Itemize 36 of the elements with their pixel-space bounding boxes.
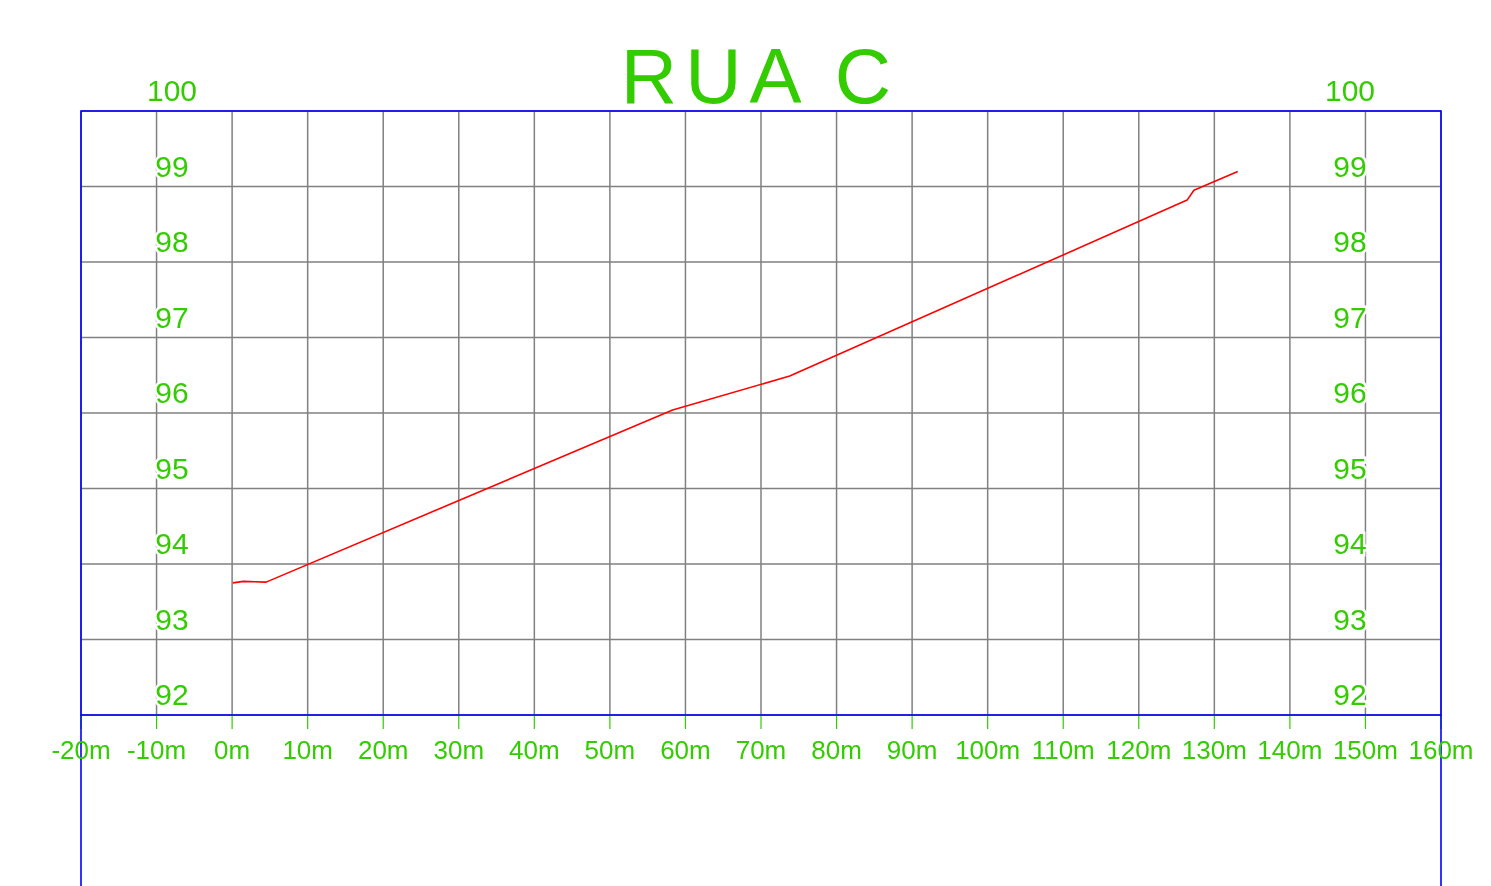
x-tick-label: -10m: [126, 735, 187, 765]
x-tick-label: 70m: [735, 735, 787, 765]
y2-tick-label: 92: [1333, 678, 1367, 711]
x-tick-label: 20m: [357, 735, 409, 765]
x-tick-label: 0m: [214, 735, 251, 765]
x-tick-label: 30m: [433, 735, 485, 765]
y-tick-label: 94: [155, 527, 189, 560]
y-tick-label: 100: [146, 74, 198, 107]
x-tick-label: 60m: [660, 735, 711, 765]
y2-tick-label: 100: [1324, 74, 1376, 107]
y-tick-label: 96: [155, 376, 189, 409]
y-tick-label: 93: [155, 602, 189, 636]
y2-tick-label: 97: [1333, 300, 1367, 334]
x-tick-label: 110m: [1031, 735, 1095, 765]
x-tick-label: 140m: [1257, 735, 1323, 765]
y2-tick-label: 98: [1333, 225, 1367, 258]
y-tick-label: 95: [155, 451, 189, 485]
y2-tick-label: 99: [1333, 149, 1367, 183]
x-tick-label: 40m: [509, 735, 560, 765]
y-tick-label: 92: [155, 678, 189, 711]
y-tick-label: 97: [155, 300, 189, 334]
x-tick-label: 90m: [886, 735, 938, 765]
y-tick-label: 98: [155, 225, 189, 258]
x-tick-label: 130m: [1181, 735, 1247, 765]
x-tick-label: 50m: [584, 735, 636, 765]
y2-tick-label: 94: [1333, 527, 1367, 560]
x-tick-label: 100m: [955, 735, 1021, 765]
x-tick-label: 10m: [282, 735, 333, 765]
x-tick-label: 120m: [1106, 735, 1172, 765]
y2-tick-label: 95: [1333, 451, 1367, 485]
chart-title: RUA C: [620, 32, 900, 120]
y2-tick-label: 96: [1333, 376, 1367, 409]
y-tick-label: 99: [155, 149, 189, 183]
x-tick-label: 150m: [1332, 735, 1398, 765]
y2-tick-label: 93: [1333, 602, 1367, 636]
x-tick-label: 80m: [811, 735, 862, 765]
